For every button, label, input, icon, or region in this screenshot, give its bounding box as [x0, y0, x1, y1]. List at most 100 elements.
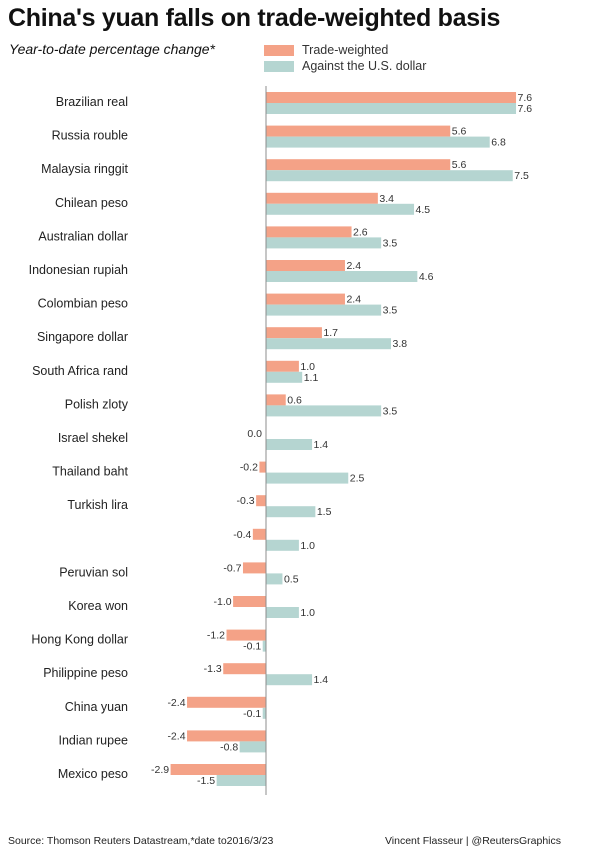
- legend-item-usd: Against the U.S. dollar: [264, 58, 426, 74]
- bar-usd: [266, 674, 313, 686]
- data-label: -0.1: [243, 641, 261, 653]
- data-label: 1.4: [314, 674, 329, 686]
- bar-usd: [266, 304, 382, 316]
- data-label: 2.4: [346, 294, 361, 306]
- data-label: -0.4: [233, 529, 251, 541]
- category-label: Polish zloty: [65, 397, 129, 411]
- bar-trade-weighted: [266, 394, 286, 406]
- data-label: 0.0: [247, 428, 262, 440]
- category-label: Singapore dollar: [37, 330, 128, 344]
- category-label: Brazilian real: [56, 95, 128, 109]
- bar-usd: [266, 338, 392, 350]
- bar-trade-weighted: [223, 663, 266, 675]
- data-label: 3.5: [383, 305, 398, 317]
- bar-trade-weighted: [252, 528, 266, 540]
- data-label: -1.5: [197, 775, 215, 787]
- bar-trade-weighted: [242, 562, 266, 574]
- bar-usd: [266, 539, 299, 551]
- data-label: 5.6: [452, 159, 467, 171]
- bar-trade-weighted: [233, 596, 266, 607]
- bar-trade-weighted: [256, 495, 266, 507]
- category-label: Turkish lira: [67, 498, 128, 512]
- category-label: Colombian peso: [38, 297, 128, 311]
- data-label: 3.5: [383, 237, 398, 249]
- category-label: Russia rouble: [52, 129, 128, 143]
- data-label: 3.8: [393, 338, 408, 350]
- bar-usd: [266, 405, 382, 417]
- category-label: Hong Kong dollar: [31, 633, 128, 647]
- data-label: 7.6: [518, 103, 533, 115]
- data-label: 1.4: [314, 439, 329, 451]
- data-label: 7.6: [518, 92, 533, 104]
- data-label: -1.3: [204, 663, 222, 675]
- data-label: 2.6: [353, 226, 368, 238]
- bar-usd: [266, 103, 517, 114]
- bar-trade-weighted: [266, 192, 378, 204]
- data-label: -1.2: [207, 630, 225, 642]
- data-label: 0.6: [287, 394, 302, 406]
- data-label: -2.9: [151, 764, 169, 776]
- bar-trade-weighted: [259, 461, 266, 473]
- category-label: Korea won: [68, 599, 128, 613]
- category-label: Israel shekel: [58, 431, 128, 445]
- legend-label-usd: Against the U.S. dollar: [302, 59, 427, 73]
- bar-trade-weighted: [187, 696, 266, 708]
- chart-title: China's yuan falls on trade-weighted bas…: [8, 4, 501, 32]
- bar-usd: [266, 170, 513, 182]
- category-label: Chilean peso: [55, 196, 128, 210]
- bar-trade-weighted: [266, 327, 322, 339]
- bar-trade-weighted: [266, 125, 451, 137]
- bar-usd: [266, 439, 313, 450]
- bar-trade-weighted: [266, 293, 345, 305]
- data-label: -2.4: [167, 697, 185, 709]
- data-label: 3.4: [379, 193, 394, 205]
- bar-usd: [266, 136, 490, 148]
- legend-label-trade-weighted: Trade-weighted: [302, 43, 389, 57]
- category-label: China yuan: [65, 700, 128, 714]
- category-label: Philippine peso: [43, 666, 128, 680]
- data-label: 7.5: [514, 170, 529, 182]
- bar-trade-weighted: [226, 629, 266, 641]
- data-label: 4.5: [416, 204, 431, 216]
- data-label: 4.6: [419, 271, 434, 283]
- bar-usd: [266, 371, 303, 383]
- data-label: 1.0: [300, 361, 315, 373]
- bar-usd: [266, 573, 283, 585]
- data-label: -1.0: [214, 596, 232, 608]
- category-label: Indonesian rupiah: [29, 263, 128, 277]
- data-label: 1.0: [300, 607, 315, 619]
- bar-usd: [266, 607, 299, 618]
- bar-usd: [239, 741, 266, 753]
- category-label: Australian dollar: [38, 229, 128, 243]
- bar-trade-weighted: [266, 260, 345, 271]
- data-label: -0.3: [237, 495, 255, 507]
- data-label: 2.5: [350, 473, 365, 485]
- data-label: 1.0: [300, 540, 315, 552]
- legend-swatch-usd: [264, 60, 294, 72]
- category-label: Thailand baht: [52, 465, 128, 479]
- data-label: 0.5: [284, 573, 299, 585]
- data-label: 1.5: [317, 506, 332, 518]
- data-label: -0.7: [223, 562, 241, 574]
- legend-swatch-trade-weighted: [264, 44, 294, 56]
- bar-trade-weighted: [170, 764, 266, 775]
- data-label: -0.8: [220, 741, 238, 753]
- chart-subtitle: Year-to-date percentage change*: [9, 41, 216, 57]
- category-label: Malaysia ringgit: [41, 162, 128, 176]
- source-note: Source: Thomson Reuters Datastream,*date…: [8, 835, 274, 847]
- legend-item-trade-weighted: Trade-weighted: [264, 42, 426, 58]
- bar-usd: [216, 775, 266, 786]
- data-label: -0.1: [243, 708, 261, 720]
- bar-trade-weighted: [266, 360, 299, 372]
- bar-usd: [266, 237, 382, 249]
- data-label: 1.1: [304, 372, 319, 384]
- bar-usd: [262, 640, 266, 652]
- data-label: 3.5: [383, 405, 398, 417]
- credit-note: Vincent Flasseur | @ReutersGraphics: [384, 835, 561, 847]
- bar-usd: [262, 707, 266, 719]
- category-label: South Africa rand: [32, 364, 128, 378]
- data-label: 1.7: [323, 327, 338, 339]
- category-label: Indian rupee: [58, 733, 128, 747]
- bar-usd: [266, 506, 316, 518]
